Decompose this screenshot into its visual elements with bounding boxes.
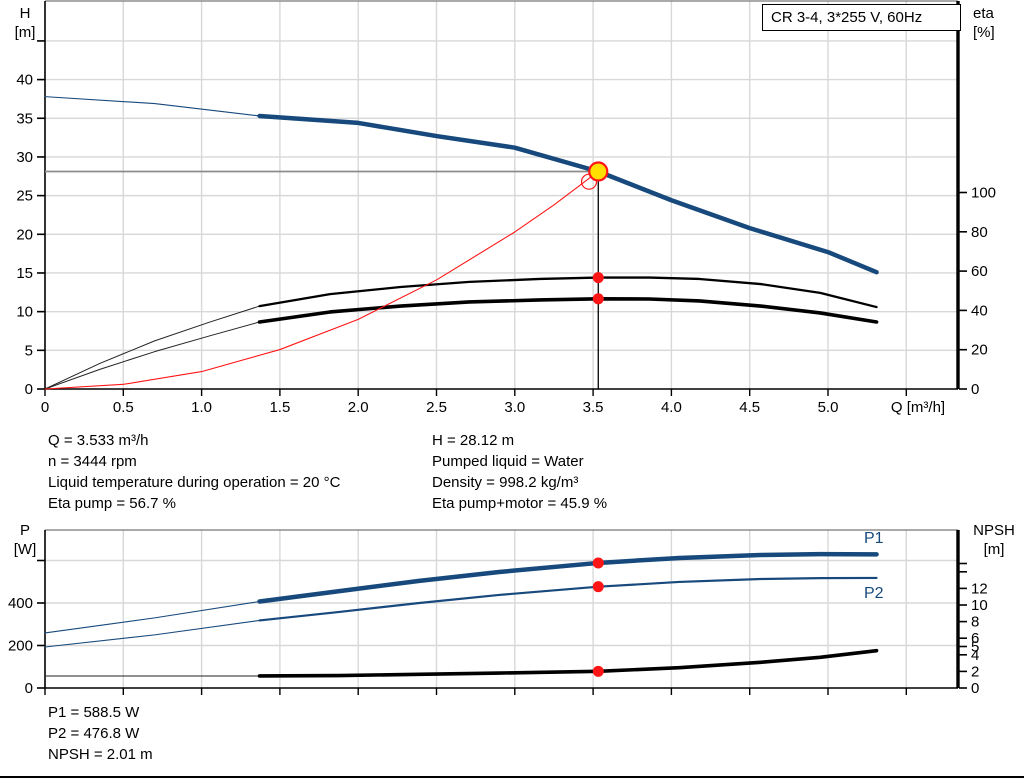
svg-text:40: 40 — [971, 302, 988, 319]
svg-text:80: 80 — [971, 224, 988, 241]
svg-text:400: 400 — [8, 595, 33, 612]
svg-text:3.0: 3.0 — [504, 399, 525, 416]
info-liquid-temp: Liquid temperature during operation = 20… — [48, 474, 341, 491]
p2-curve — [258, 576, 878, 622]
npsh-curve — [257, 648, 879, 678]
svg-text:0: 0 — [971, 381, 979, 398]
duty-info-left: Q = 3.533 m³/h n = 3444 rpm Liquid tempe… — [48, 430, 340, 514]
duty-info-right: H = 28.12 m Pumped liquid = Water Densit… — [432, 430, 607, 514]
h-axis-label: H [m] — [14, 5, 36, 41]
svg-text:0: 0 — [25, 680, 33, 697]
page-divider — [0, 776, 1024, 778]
eta-duty-dot — [592, 272, 604, 284]
svg-text:60: 60 — [971, 263, 988, 280]
svg-text:40: 40 — [16, 72, 33, 89]
eta-pump-motor-curve — [257, 297, 879, 324]
info-eta-pump-motor: Eta pump+motor = 45.9 % — [432, 495, 608, 512]
info-eta-pump: Eta pump = 56.7 % — [48, 495, 176, 512]
eta-duty-dot — [592, 293, 604, 305]
p1-curve-label: P1 — [864, 530, 884, 547]
svg-text:20: 20 — [16, 226, 33, 243]
p-axis-label: P [W] — [13, 522, 37, 558]
info-head: H = 28.12 m — [432, 432, 515, 449]
info-density: Density = 998.2 kg/m³ — [432, 474, 579, 491]
svg-text:35: 35 — [16, 110, 33, 127]
info-npsh: NPSH = 2.01 m — [48, 746, 153, 763]
svg-text:0: 0 — [41, 399, 49, 416]
p2-curve-label: P2 — [864, 585, 884, 602]
svg-text:0: 0 — [971, 680, 979, 697]
svg-text:15: 15 — [16, 265, 33, 282]
pump-model-label: CR 3-4, 3*255 V, 60Hz — [762, 4, 961, 31]
svg-text:100: 100 — [971, 185, 996, 202]
svg-text:1.0: 1.0 — [191, 399, 212, 416]
duty-point-marker[interactable] — [588, 161, 609, 182]
system-curve — [44, 170, 599, 390]
svg-text:5.0: 5.0 — [818, 399, 839, 416]
svg-text:5: 5 — [25, 342, 33, 359]
svg-text:2: 2 — [971, 663, 979, 680]
svg-text:2.0: 2.0 — [348, 399, 369, 416]
svg-text:Q [m³/h]: Q [m³/h] — [891, 399, 945, 416]
svg-text:1.5: 1.5 — [269, 399, 290, 416]
p2-low-flow — [44, 619, 261, 648]
eta-pump-motor-low-flow — [44, 321, 261, 390]
svg-text:200: 200 — [8, 638, 33, 655]
p1-low-flow — [44, 600, 261, 634]
npsh-axis-label: NPSH [m] — [973, 522, 1015, 558]
svg-text:0.5: 0.5 — [113, 399, 134, 416]
npsh-duty-dot — [592, 665, 604, 677]
info-pumped-liquid: Pumped liquid = Water — [432, 453, 584, 470]
info-flow: Q = 3.533 m³/h — [48, 432, 149, 449]
svg-text:2.5: 2.5 — [426, 399, 447, 416]
info-speed: n = 3444 rpm — [48, 453, 137, 470]
head-curve-low-flow — [44, 96, 261, 117]
eta-pump-curve — [258, 276, 878, 309]
svg-text:4: 4 — [971, 647, 979, 664]
info-p1: P1 = 588.5 W — [48, 704, 140, 721]
svg-text:4.0: 4.0 — [661, 399, 682, 416]
power-duty-dot — [592, 557, 604, 569]
info-p2: P2 = 476.8 W — [48, 725, 140, 742]
power-info: P1 = 588.5 W P2 = 476.8 W NPSH = 2.01 m — [48, 702, 153, 765]
svg-text:12: 12 — [971, 580, 988, 597]
svg-text:6: 6 — [971, 630, 979, 647]
svg-text:25: 25 — [16, 188, 33, 205]
svg-text:10: 10 — [16, 304, 33, 321]
svg-text:0: 0 — [25, 381, 33, 398]
svg-text:20: 20 — [971, 342, 988, 359]
eta-pump-low-flow — [44, 305, 261, 390]
performance-chart-head-eta: 0 0.5 1.0 1.5 2.0 2.5 3.0 3.5 4.0 4.5 5.0 0 5 10 15 20 2… — [16, 0, 996, 416]
svg-text:5: 5 — [971, 639, 979, 656]
eta-axis-label: eta [%] — [973, 5, 995, 41]
svg-text:30: 30 — [16, 149, 33, 166]
svg-text:10: 10 — [971, 597, 988, 614]
svg-text:3.5: 3.5 — [583, 399, 604, 416]
power-duty-dot — [592, 581, 604, 593]
svg-text:4.5: 4.5 — [739, 399, 760, 416]
svg-text:8: 8 — [971, 614, 979, 631]
